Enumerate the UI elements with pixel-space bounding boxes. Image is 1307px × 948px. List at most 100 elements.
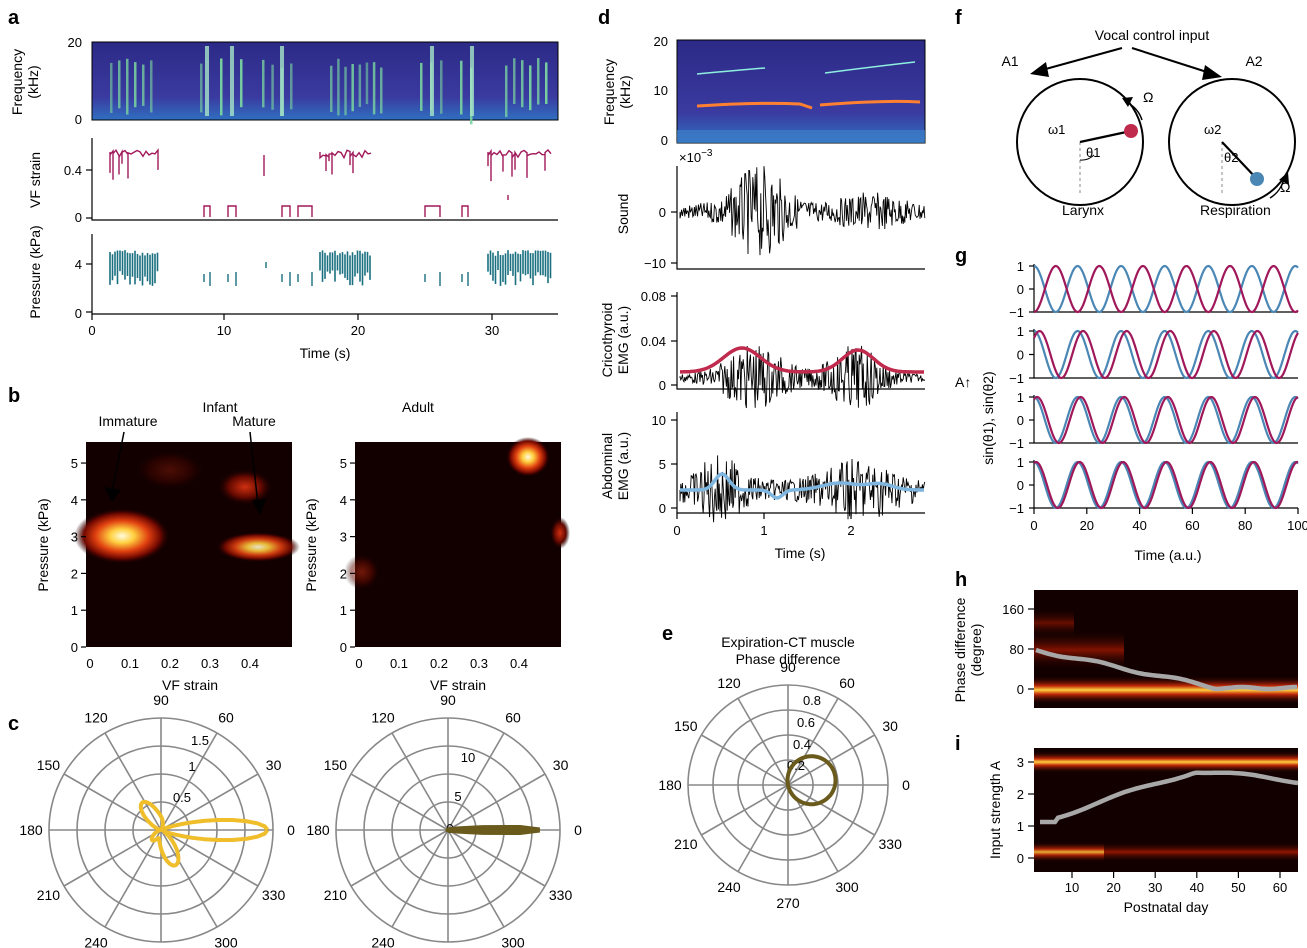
polar-c1-angle-330: 330 [262,887,286,903]
polar-e-radial-0: 0.8 [803,693,821,708]
panel-d-abdominal-emg: 10 5 0 Abdominal EMG (a.u.) 0 1 2 Time (… [599,412,926,561]
polar-e-angle-330: 330 [879,836,903,852]
d-sound-ylabel: Sound [615,194,631,234]
g-row2-ytick-0: 1 [1017,390,1024,405]
g-row2-ytick-2: −1 [1009,436,1024,451]
polar-c1-angle-60: 60 [218,709,234,725]
polar-e-radial-1: 0.6 [797,715,815,730]
panel-label-g: g [955,245,967,267]
d-xtick-1: 1 [760,523,767,538]
i-ylabel: Input strength A [987,760,1003,859]
g-ylabel: sin(θ1), sin(θ2) [980,371,996,464]
i-xtick-0: 10 [1065,880,1079,895]
d-spec-tick-20: 20 [654,34,668,49]
b2-yticks-ytick-1: 4 [340,493,347,508]
g-row0-ytick-0: 1 [1017,259,1024,274]
b-infant-xlabel: VF strain [162,677,218,693]
b1-xticks-xtick-0: 0 [86,656,93,671]
b2-yticks-ytick-5: 0 [340,640,347,655]
b-adult-ylabel: Pressure (kPa) [303,498,319,591]
b1-yticks-ytick-4: 1 [71,603,78,618]
g-row1-ytick-0: 1 [1017,324,1024,339]
g-xlabel: Time (a.u.) [1134,547,1201,563]
b-infant-ylabel: Pressure (kPa) [35,498,51,591]
d-ab-tick-5: 5 [659,457,666,472]
g-xtick-4: 80 [1238,518,1252,533]
f-omega-2: Ω [1280,179,1290,195]
polar-c2-angle-240: 240 [371,935,395,948]
polar-e-angle-90: 90 [780,659,796,675]
d-spec-tick-10: 10 [654,83,668,98]
polar-c1-angle-0: 0 [287,822,295,838]
f-respiration-dot [1250,172,1264,186]
d-ct-tick-0: 0 [659,378,666,393]
panel-b-infant-heatmap: Immature Mature [74,413,300,647]
polar-e-radial-2: 0.4 [793,737,811,752]
d-xtick-2: 2 [847,523,854,538]
polar-c2-angle-180: 180 [306,822,330,838]
g-xtick-1: 20 [1080,518,1094,533]
g-xtick-2: 40 [1132,518,1146,533]
panel-label-d: d [598,7,610,29]
f-larynx-dot [1124,124,1138,138]
f-larynx-circle [1016,78,1144,206]
panel-b-adult-axes: 5 4 3 2 1 0 Pressure (kPa) 0 0.1 0.2 0.3 0.4 VF s… [303,456,528,693]
f-w1-label: ω1 [1048,122,1065,137]
b1-yticks-ytick-1: 4 [71,493,78,508]
polar-e-angle-120: 120 [717,675,741,691]
i-ytick-3: 3 [1017,755,1024,770]
d-ct-ylabel-1: Cricothyroid [599,303,615,378]
panel-a-pressure: 4 0 Pressure (kPa) 0 10 20 30 Time (s) [27,225,558,361]
polar-c1-angle-150: 150 [37,757,61,773]
g-row3-ytick-2: −1 [1009,501,1024,516]
b-immature-label: Immature [98,413,157,429]
a-p-tick-4: 4 [75,257,82,272]
a-xtick-0: 0 [88,323,95,338]
a-vf-tick-0: 0 [75,210,82,225]
b1-xticks-xtick-4: 0.4 [241,656,259,671]
panel-a-vf-strain: 0.4 0 VF strain [27,138,558,225]
a-spec-tick-0: 0 [75,112,82,127]
g-row3-ytick-1: 0 [1017,478,1024,493]
h-ytick-80: 80 [1010,642,1024,657]
panel-e-polar: 90603003303002702402101801501200.80.60.4… [658,659,910,911]
d-ab-tick-0: 0 [659,501,666,516]
panel-label-f: f [955,7,962,29]
g-xtick-0: 0 [1030,518,1037,533]
d-spec-tick-0: 0 [661,133,668,148]
polar-e-angle-210: 210 [674,836,698,852]
d-xtick-0: 0 [673,523,680,538]
polar-c2-angle-150: 150 [324,757,348,773]
polar-c2-radial-0: 10 [461,750,475,765]
e-title-2: Phase difference [736,651,841,667]
f-w2-label: ω2 [1204,122,1221,137]
panel-label-a: a [8,7,20,29]
b2-xticks-xtick-3: 0.3 [470,656,488,671]
panel-c-adult-polar: 90603003303002702402101801501201050 [306,692,582,948]
panel-label-i: i [955,733,961,755]
panel-i-heatmap: 3 2 1 0 Input strength A 10 20 30 40 50 60 Po… [987,748,1299,915]
polar-c1-radial-2: 0.5 [173,790,191,805]
panel-label-h: h [955,569,967,591]
g-row2-ytick-1: 0 [1017,413,1024,428]
polar-c1-angle-90: 90 [153,692,169,708]
polar-c1-radial-1: 1 [188,759,195,774]
d-sound-tick-m10: −10 [644,256,666,271]
b2-yticks-ytick-2: 3 [340,530,347,545]
polar-e-angle-270: 270 [776,895,800,911]
panel-g-sinusoids: 1 0 −1 1 0 −1 1 0 −1 1 0 −1 0 20 40 60 80 100 [1009,259,1307,533]
g-arrow-label: A↑ [955,374,971,390]
d-ct-tick-004: 0.04 [641,334,666,349]
f-respiration-label: Respiration [1200,202,1271,218]
a-xtick-10: 10 [217,323,231,338]
panel-c-infant-polar: 90603003303002702402101801501201.510.5 [19,692,295,948]
g-xtick-5: 100 [1287,518,1307,533]
b1-yticks-ytick-3: 2 [71,566,78,581]
g-row0-ytick-1: 0 [1017,282,1024,297]
panel-label-e: e [662,623,673,645]
polar-c2-angle-330: 330 [549,887,573,903]
b-adult-title: Adult [402,399,434,415]
g-row0-ytick-2: −1 [1009,305,1024,320]
d-spec-ylabel-2: (kHz) [617,75,633,108]
d-sound-exp: ×10−3 [679,148,713,165]
